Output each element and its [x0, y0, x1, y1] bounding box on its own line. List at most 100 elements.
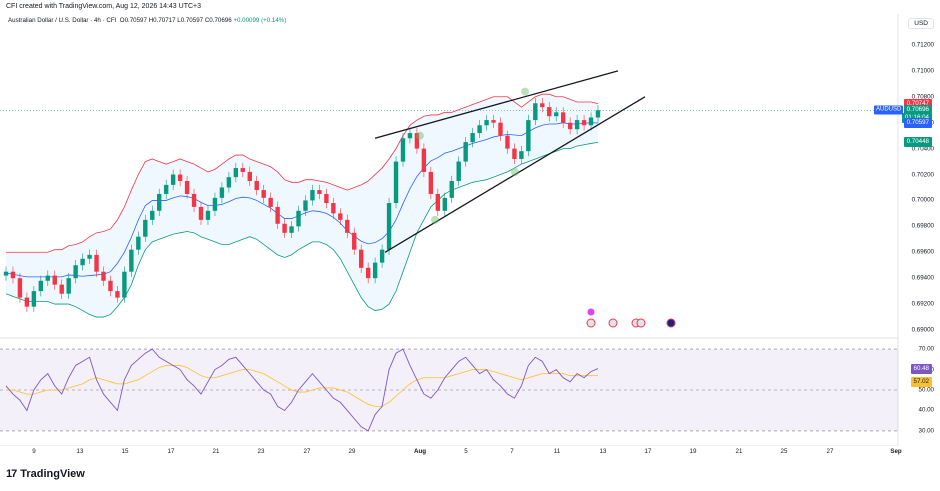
- rsi-tick-label: 70.00: [918, 345, 934, 353]
- candle-body: [540, 103, 545, 108]
- time-tick-label: 11: [553, 448, 561, 455]
- time-tick-label: 25: [780, 448, 788, 455]
- candle-body: [184, 181, 190, 194]
- high-value: H0.70717: [148, 17, 176, 24]
- candle-body: [240, 168, 245, 172]
- currency-button[interactable]: USD: [908, 18, 934, 29]
- candle-body: [505, 135, 510, 149]
- us-flag-event-icon[interactable]: [608, 318, 618, 328]
- candle-body: [163, 184, 169, 194]
- tradingview-wordmark: TradingView: [20, 468, 85, 480]
- candle-body: [73, 265, 78, 279]
- attribution-text: CFI created with TradingView.com, Aug 12…: [6, 3, 202, 10]
- candle-body: [3, 271, 9, 276]
- candle-body: [379, 249, 385, 263]
- candle-body: [442, 197, 447, 211]
- candle-body: [554, 112, 559, 117]
- bollinger-fill: [6, 94, 598, 318]
- candle-body: [80, 258, 85, 266]
- candle-body: [115, 291, 120, 298]
- time-tick-label: 19: [689, 448, 697, 455]
- time-tick-label: 15: [121, 448, 129, 455]
- time-tick-label: 13: [76, 448, 84, 455]
- time-tick-label: 7: [510, 448, 514, 455]
- candle-body: [407, 133, 413, 139]
- candle-body: [219, 187, 225, 198]
- price-tick-label: 0.70000: [911, 196, 934, 204]
- rsi-tick-label: 30.00: [918, 427, 934, 435]
- time-tick-label: Sep: [890, 448, 902, 455]
- price-axis[interactable]: 0.712000.710000.708000.706000.704000.702…: [898, 0, 940, 446]
- candle-body: [66, 278, 71, 294]
- candle-body: [414, 133, 420, 149]
- price-chart[interactable]: [0, 0, 900, 446]
- candle-body: [226, 177, 232, 188]
- candle-body: [477, 125, 482, 134]
- candle-body: [526, 120, 531, 152]
- candle-body: [233, 168, 239, 178]
- rsi-line: [5, 348, 599, 432]
- time-tick-label: Aug: [413, 448, 427, 455]
- us-flag-event-icon[interactable]: [636, 318, 646, 328]
- rsi-tick-label: 40.00: [918, 406, 934, 414]
- open-value: O0.70597: [119, 17, 147, 24]
- bollinger-upper-line: [6, 93, 599, 253]
- candle-body: [129, 249, 134, 272]
- time-tick-label: 5: [464, 448, 468, 455]
- candle-body: [310, 190, 315, 201]
- candle-body: [484, 120, 489, 126]
- candle-body: [289, 226, 294, 233]
- candle-body: [498, 122, 503, 136]
- time-tick-label: 23: [257, 448, 265, 455]
- time-tick-label: 27: [826, 448, 834, 455]
- touch-point-marker: [431, 215, 439, 224]
- lower-band-tag: 0.70448: [903, 137, 932, 148]
- upper-band-tag: 0.70747: [903, 98, 932, 109]
- candle-body: [10, 271, 16, 279]
- close-value: C0.70696: [204, 17, 232, 24]
- candle-body: [352, 232, 357, 250]
- symbol-name[interactable]: Australian Dollar / U.S. Dollar · 4h · C…: [8, 17, 117, 24]
- price-tick-label: 0.69800: [911, 222, 934, 230]
- change-value: +0.00099 (+0.14%): [233, 17, 287, 24]
- candle-body: [456, 161, 461, 181]
- candle-body: [268, 197, 273, 207]
- rsi-band-fill: [0, 349, 898, 431]
- candle-body: [303, 200, 308, 211]
- candle-body: [45, 275, 50, 281]
- time-tick-label: 29: [348, 448, 356, 455]
- time-axis[interactable]: 9 13 15 17 21 23 27 29 Aug 5 7 11 13 17 19 21 25 27 Sep: [0, 446, 902, 460]
- touch-point-marker: [511, 167, 519, 176]
- candle-body: [581, 120, 587, 126]
- touch-point-marker: [416, 131, 424, 140]
- price-tick-label: 0.71200: [911, 41, 934, 49]
- candle-body: [143, 219, 148, 237]
- attribution-bar: CFI created with TradingView.com, Aug 12…: [0, 0, 940, 14]
- time-tick-label: 13: [599, 448, 607, 455]
- symbol-label-tag: AUDUSD: [874, 105, 904, 115]
- price-tick-label: 0.69600: [911, 248, 934, 256]
- candle-body: [275, 206, 280, 224]
- us-flag-event-icon[interactable]: [586, 318, 596, 328]
- candle-body: [428, 171, 434, 194]
- mid-band-tag: 0.70597: [903, 118, 932, 129]
- candle-body: [533, 103, 538, 121]
- candle-body: [331, 203, 336, 214]
- candle-body: [122, 271, 127, 298]
- rsi-value-tag: 60.48: [910, 363, 932, 374]
- candle-body: [345, 219, 350, 233]
- candle-body: [254, 181, 259, 191]
- au-flag-event-icon[interactable]: [666, 318, 676, 328]
- candle-body: [212, 197, 218, 211]
- candle-body: [470, 133, 475, 143]
- tradingview-brand[interactable]: 17 TradingView: [6, 468, 85, 480]
- bollinger-lower-line: [5, 141, 599, 318]
- candle-body: [386, 203, 392, 250]
- candle-body: [372, 262, 378, 279]
- candle-body: [136, 236, 141, 250]
- last-price-tag: 0.70696: [903, 105, 932, 116]
- economic-event-icon[interactable]: [586, 307, 596, 317]
- candle-body: [588, 117, 594, 126]
- rsi-tick-label: 50.00: [918, 386, 934, 394]
- candle-body: [157, 193, 162, 211]
